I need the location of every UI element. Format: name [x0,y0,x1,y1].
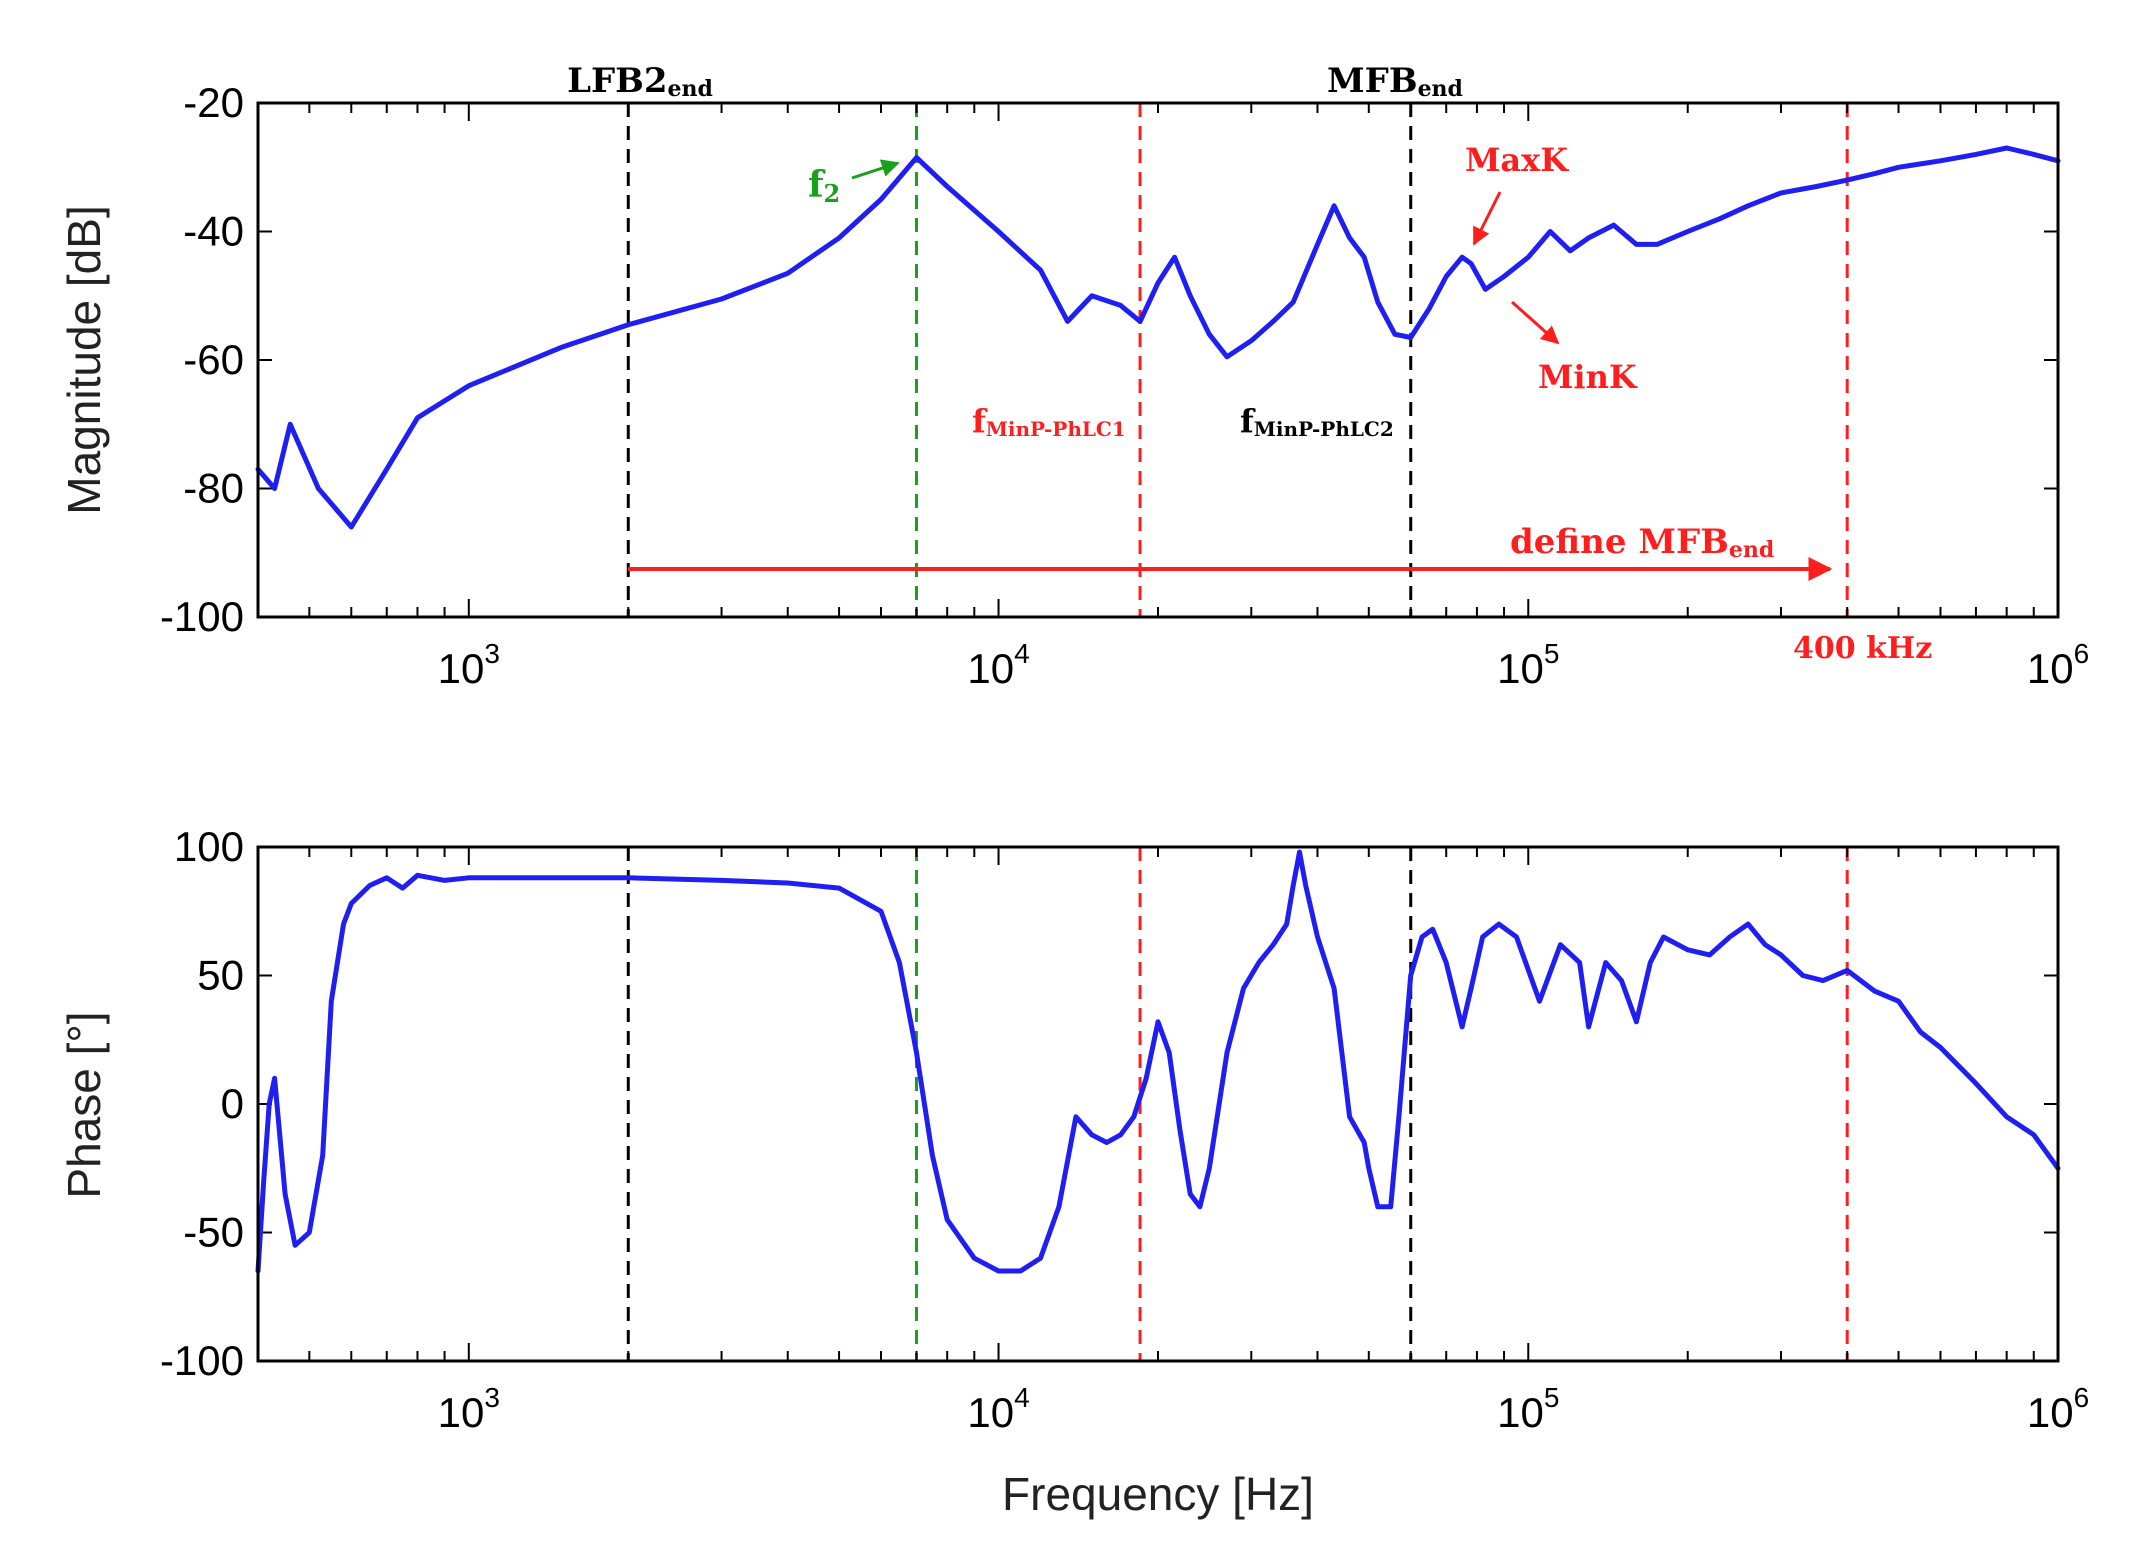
mink-arrow [1511,300,1560,345]
fminp-phlc2-label: fMinP-PhLC2 [1240,402,1394,441]
mink-label: MinK [1538,358,1638,396]
magnitude-series-line [255,145,2061,530]
phase-y-axis-title: Phase [°] [58,1011,110,1198]
y-tick-label: -100 [160,1337,244,1384]
magnitude-panel: -20 -40 -60 -80 -100 103 104 105 106 Magnitude … [58,61,2089,692]
phase-y-tick-labels: 100 50 0 -50 -100 [160,823,244,1384]
x-tick-label: 106 [2027,1382,2089,1436]
phase-axes-frame [256,845,2060,1363]
y-tick-label: 100 [174,823,244,870]
mfb-end-label: MFBend [1327,61,1463,102]
magnitude-minor-ticks [257,102,2058,618]
phase-panel: 100 50 0 -50 -100 103 104 105 106 Phase [°] Fre… [58,823,2089,1520]
x-tick-label: 106 [2027,638,2089,692]
magnitude-y-tick-labels: -20 -40 -60 -80 -100 [160,79,244,640]
x-tick-label: 105 [1497,1382,1559,1436]
magnitude-marker-lines [626,103,1849,617]
y-tick-label: -80 [183,465,244,512]
magnitude-x-tick-labels: 103 104 105 106 [438,638,2089,692]
maxk-arrow [1472,191,1502,246]
x-tick-label: 105 [1497,638,1559,692]
maxk-label: MaxK [1465,141,1569,179]
magnitude-axes-frame [256,101,2060,619]
y-tick-label: -20 [183,79,244,126]
x-tick-label: 103 [438,638,500,692]
phase-minor-ticks [257,846,2058,1362]
x-tick-label: 103 [438,1382,500,1436]
400khz-label: 400 kHz [1793,631,1932,666]
y-tick-label: 50 [197,952,244,999]
x-axis-title: Frequency [Hz] [1002,1468,1314,1520]
y-tick-label: -50 [183,1209,244,1256]
phase-series-line [255,849,2061,1274]
define-mfb-label: define MFBend [1510,522,1774,563]
phase-x-tick-labels: 103 104 105 106 [438,1382,2089,1436]
phase-marker-lines [626,847,1849,1361]
x-tick-label: 104 [967,1382,1029,1436]
x-tick-label: 104 [967,638,1029,692]
y-tick-label: 0 [221,1080,244,1127]
lfb2-end-label: LFB2end [567,61,713,102]
y-tick-label: -40 [183,208,244,255]
magnitude-y-axis-title: Magnitude [dB] [58,205,110,514]
y-tick-label: -60 [183,336,244,383]
fminp-phlc1-label: fMinP-PhLC1 [972,402,1126,441]
y-tick-label: -100 [160,593,244,640]
f2-arrow [851,159,900,180]
f2-label: f2 [808,164,840,208]
